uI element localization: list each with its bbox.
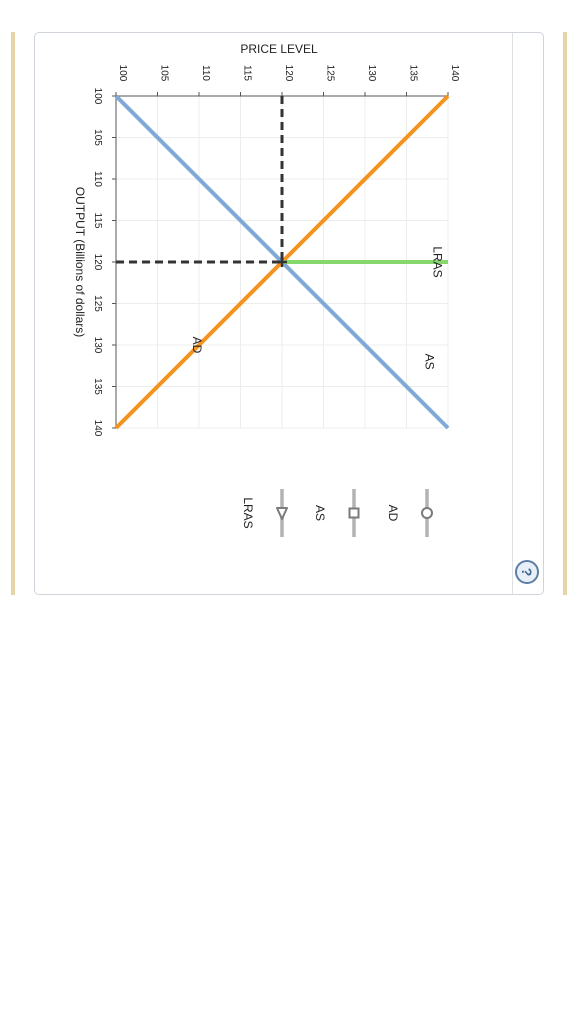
tool-label-as: AS xyxy=(313,505,327,521)
curve-label-as: AS xyxy=(422,354,436,370)
price-tick-label: 130 xyxy=(366,65,377,82)
question-icon: ? xyxy=(519,568,535,577)
graph-panel xyxy=(34,32,544,595)
help-button[interactable]: ? xyxy=(515,560,539,584)
price-tick-label: 125 xyxy=(325,65,336,82)
right-accent-bar xyxy=(563,32,567,595)
left-accent-bar xyxy=(11,32,15,595)
tool-label-lras: LRAS xyxy=(241,497,255,528)
price-tick-label: 140 xyxy=(449,65,460,82)
price-tick-label: 105 xyxy=(159,65,170,82)
panel-divider xyxy=(512,33,513,594)
tool-handle-as-square-icon[interactable] xyxy=(348,507,360,519)
output-tick-label: 100 xyxy=(92,88,103,105)
output-tick-label: 120 xyxy=(92,254,103,271)
price-tick-label: 135 xyxy=(408,65,419,82)
output-tick-label: 130 xyxy=(92,337,103,354)
output-tick-label: 125 xyxy=(92,295,103,312)
tool-label-ad: AD xyxy=(386,505,400,522)
equilibrium-point[interactable] xyxy=(277,257,287,267)
curve-label-lras: LRAS xyxy=(431,246,445,277)
price-tick-label: 110 xyxy=(200,65,211,81)
output-tick-label: 105 xyxy=(92,129,103,146)
price-tick-label: 120 xyxy=(283,65,294,82)
tool-handle-ad-circle-icon[interactable] xyxy=(421,507,433,519)
tool-handle-lras-triangle-icon[interactable] xyxy=(276,507,288,520)
svg-text:?: ? xyxy=(519,568,535,577)
output-axis-title: OUTPUT (Billions of dollars) xyxy=(73,187,87,337)
output-tick-label: 135 xyxy=(92,378,103,395)
output-tick-label: 140 xyxy=(92,420,103,437)
output-tick-label: 110 xyxy=(92,171,103,187)
price-tick-label: 115 xyxy=(242,65,253,81)
price-axis-title: PRICE LEVEL xyxy=(240,42,318,56)
price-tick-label: 100 xyxy=(117,65,128,82)
output-tick-label: 115 xyxy=(92,213,103,229)
curve-label-ad: AD xyxy=(190,337,204,354)
